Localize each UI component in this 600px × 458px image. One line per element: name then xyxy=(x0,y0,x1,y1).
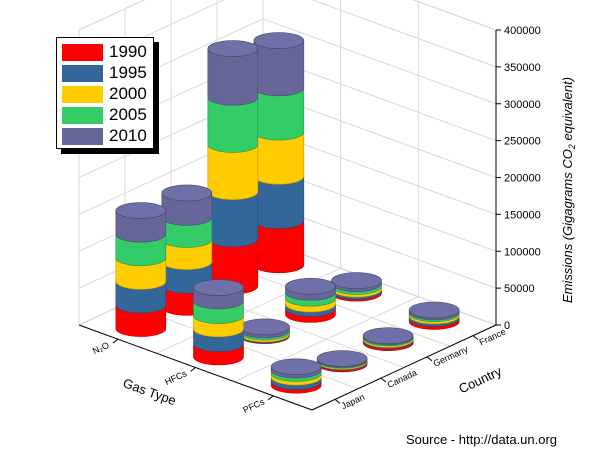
cylinder-stack xyxy=(239,318,290,344)
country-tick xyxy=(472,335,479,341)
bar-top-cap xyxy=(193,279,244,296)
cylinder-stack xyxy=(207,40,259,295)
cylinder-stack xyxy=(331,272,382,302)
z-tick-label: 200000 xyxy=(504,173,541,185)
country-tick xyxy=(426,356,433,362)
cylinder-stack xyxy=(408,301,460,330)
z-axis-title-sub: 2 xyxy=(567,144,577,150)
bar-top-cap xyxy=(331,272,382,289)
bar-top-cap xyxy=(270,358,322,376)
gas-tick-label: N₂O xyxy=(91,340,111,356)
gas-tick-label: HFCs xyxy=(163,368,189,387)
z-tick-label: 300000 xyxy=(504,99,541,111)
bar-segment xyxy=(207,48,259,106)
legend-item-2010: 2010 xyxy=(62,126,147,145)
country-tick-label: France xyxy=(478,327,508,348)
grid-line-z xyxy=(78,0,497,31)
bar-top-cap xyxy=(316,350,368,367)
gas-tick xyxy=(190,367,196,372)
z-tick-label: 100000 xyxy=(504,246,541,258)
legend-item-2005: 2005 xyxy=(62,105,147,124)
bar-top-cap xyxy=(239,318,290,336)
gas-tick xyxy=(112,338,119,344)
z-tick-label: 350000 xyxy=(504,62,541,74)
z-axis-title-main: Emissions (Gigagrams CO xyxy=(560,149,575,303)
legend-swatch xyxy=(62,85,103,103)
legend-label: 2005 xyxy=(109,105,147,124)
country-axis-title: Country xyxy=(456,363,504,396)
z-axis-title: Emissions (Gigagrams CO2 equivalent) xyxy=(560,77,577,303)
cylinder-stack xyxy=(362,327,414,351)
axes xyxy=(78,29,501,411)
z-tick-label: 250000 xyxy=(504,136,541,148)
z-tick-label: 400000 xyxy=(504,25,541,37)
bars xyxy=(115,32,460,394)
legend-swatch xyxy=(62,106,103,124)
cylinder-stack xyxy=(193,279,244,366)
cylinder-stack xyxy=(285,278,336,323)
bar-top-cap xyxy=(408,301,460,319)
legend-item-2000: 2000 xyxy=(62,84,147,103)
legend-label: 2010 xyxy=(109,126,147,145)
bar-top-cap xyxy=(115,202,167,219)
legend: 1990 1995 2000 2005 2010 xyxy=(56,37,154,149)
bar-top-cap xyxy=(207,40,259,57)
legend-swatch xyxy=(62,43,103,61)
cylinder-stack xyxy=(115,202,167,337)
country-tick-label: Canada xyxy=(386,368,419,390)
country-tick xyxy=(380,377,387,383)
legend-label: 1995 xyxy=(109,63,147,82)
source-note: Source - http://data.un.org xyxy=(406,432,558,447)
country-tick-label: Germany xyxy=(432,344,470,369)
country-axis-line xyxy=(311,324,497,411)
bar-top-cap xyxy=(253,32,305,49)
country-tick xyxy=(334,398,341,404)
legend-item-1995: 1995 xyxy=(62,63,147,82)
cylinder-stack xyxy=(253,32,305,274)
z-axis-title-tail: equivalent) xyxy=(560,77,575,144)
country-tick-label: Japan xyxy=(340,392,366,411)
gas-tick xyxy=(267,395,274,401)
legend-swatch xyxy=(62,64,103,82)
legend-swatch xyxy=(62,127,103,145)
legend-label: 1990 xyxy=(109,42,147,61)
z-tick-label: 50000 xyxy=(504,283,535,295)
bar-top-cap xyxy=(161,184,213,202)
z-tick-label: 150000 xyxy=(504,209,541,221)
cylinder-stack xyxy=(270,358,322,394)
gas-tick-label: PFCs xyxy=(241,396,266,415)
bar-top-cap xyxy=(285,278,336,295)
cylinder-stack xyxy=(161,184,213,316)
bar-top-cap xyxy=(362,327,414,345)
z-tick-label: 0 xyxy=(504,320,510,332)
legend-label: 2000 xyxy=(109,84,147,103)
legend-item-1990: 1990 xyxy=(62,42,147,61)
cylinder-stack xyxy=(316,350,368,373)
